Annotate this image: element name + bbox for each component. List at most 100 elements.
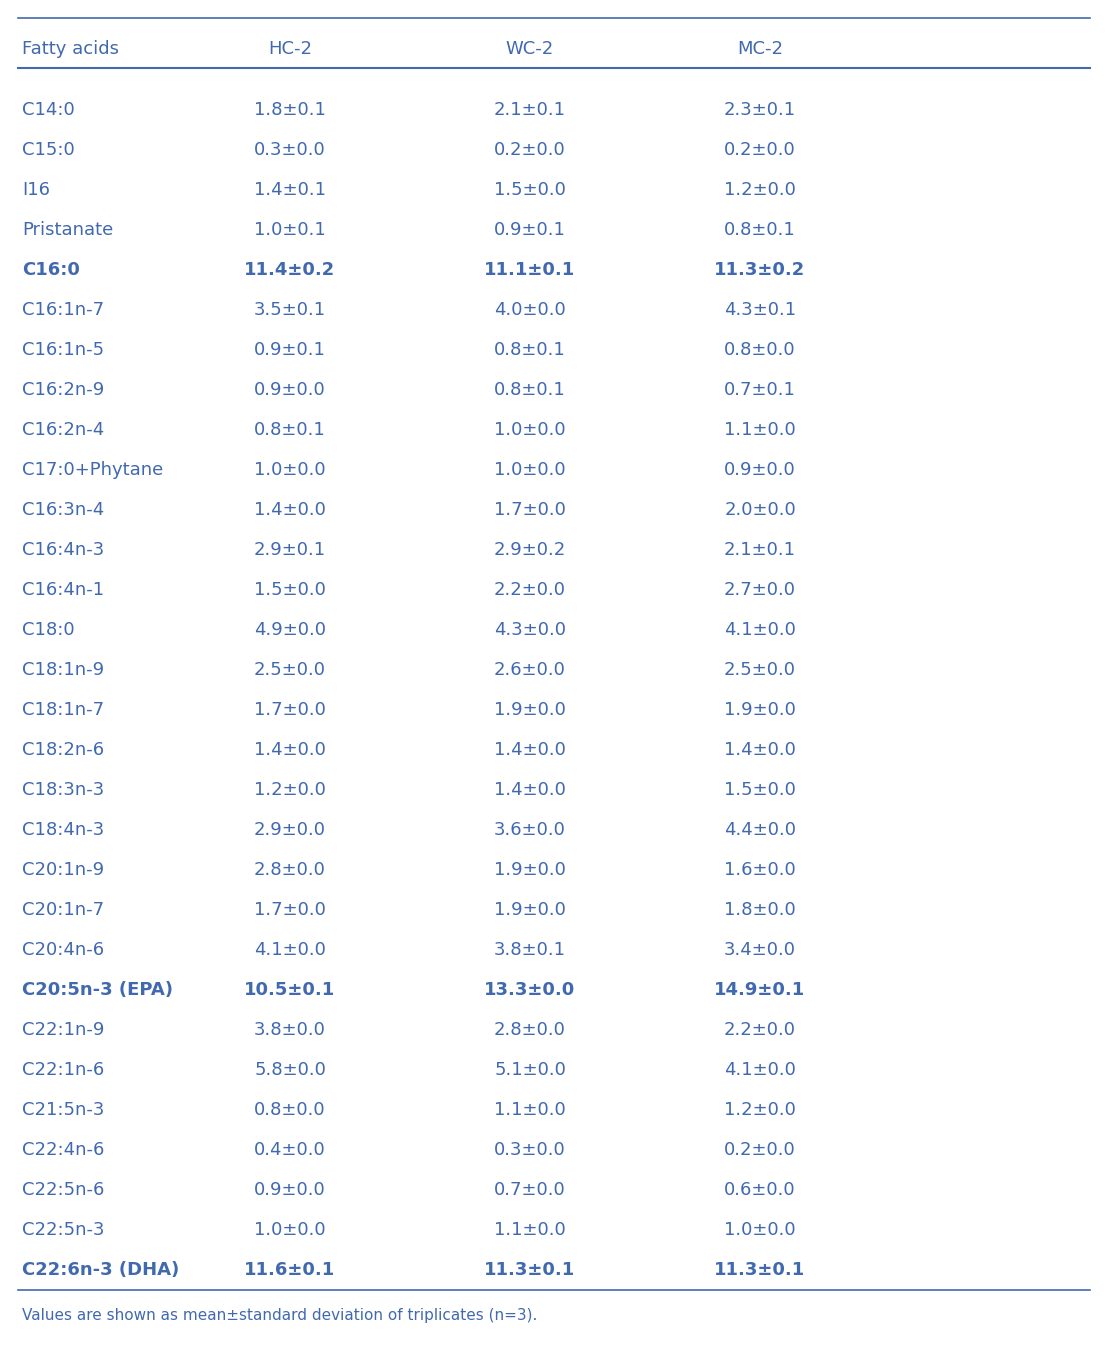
Text: C18:1n-7: C18:1n-7 [22,700,104,719]
Text: 10.5±0.1: 10.5±0.1 [245,982,336,999]
Text: 1.1±0.0: 1.1±0.0 [494,1101,566,1119]
Text: 1.9±0.0: 1.9±0.0 [494,861,566,879]
Text: 2.8±0.0: 2.8±0.0 [494,1021,566,1038]
Text: C20:1n-7: C20:1n-7 [22,900,104,919]
Text: 1.8±0.1: 1.8±0.1 [254,101,326,119]
Text: 1.1±0.0: 1.1±0.0 [725,420,796,439]
Text: 4.4±0.0: 4.4±0.0 [724,821,796,840]
Text: 2.3±0.1: 2.3±0.1 [724,101,796,119]
Text: 4.9±0.0: 4.9±0.0 [254,621,326,639]
Text: 3.8±0.1: 3.8±0.1 [494,941,566,959]
Text: 2.2±0.0: 2.2±0.0 [494,581,566,599]
Text: 2.2±0.0: 2.2±0.0 [724,1021,796,1038]
Text: 1.0±0.0: 1.0±0.0 [494,420,566,439]
Text: 2.9±0.0: 2.9±0.0 [254,821,326,840]
Text: WC-2: WC-2 [506,41,554,58]
Text: 3.4±0.0: 3.4±0.0 [724,941,796,959]
Text: C22:5n-6: C22:5n-6 [22,1182,104,1199]
Text: 1.5±0.0: 1.5±0.0 [724,781,796,799]
Text: C20:5n-3 (EPA): C20:5n-3 (EPA) [22,982,173,999]
Text: C22:1n-9: C22:1n-9 [22,1021,104,1038]
Text: C16:2n-4: C16:2n-4 [22,420,104,439]
Text: 0.9±0.0: 0.9±0.0 [254,381,326,399]
Text: 2.7±0.0: 2.7±0.0 [724,581,796,599]
Text: 1.7±0.0: 1.7±0.0 [494,502,566,519]
Text: 2.1±0.1: 2.1±0.1 [724,541,796,558]
Text: C22:4n-6: C22:4n-6 [22,1141,104,1159]
Text: C18:2n-6: C18:2n-6 [22,741,104,758]
Text: 0.9±0.1: 0.9±0.1 [254,341,326,360]
Text: 4.0±0.0: 4.0±0.0 [494,301,566,319]
Text: C16:4n-1: C16:4n-1 [22,581,104,599]
Text: 11.6±0.1: 11.6±0.1 [245,1261,336,1279]
Text: 1.2±0.0: 1.2±0.0 [724,181,796,199]
Text: C20:4n-6: C20:4n-6 [22,941,104,959]
Text: 1.4±0.0: 1.4±0.0 [254,502,326,519]
Text: 1.0±0.0: 1.0±0.0 [254,1221,326,1238]
Text: 1.5±0.0: 1.5±0.0 [494,181,566,199]
Text: 0.3±0.0: 0.3±0.0 [254,141,326,160]
Text: 1.8±0.0: 1.8±0.0 [725,900,796,919]
Text: 2.9±0.1: 2.9±0.1 [254,541,326,558]
Text: 1.9±0.0: 1.9±0.0 [724,700,796,719]
Text: 2.8±0.0: 2.8±0.0 [254,861,326,879]
Text: 2.5±0.0: 2.5±0.0 [254,661,326,679]
Text: 2.0±0.0: 2.0±0.0 [725,502,796,519]
Text: 0.4±0.0: 0.4±0.0 [254,1141,326,1159]
Text: C16:2n-9: C16:2n-9 [22,381,104,399]
Text: 4.1±0.0: 4.1±0.0 [724,621,796,639]
Text: 1.4±0.1: 1.4±0.1 [254,181,326,199]
Text: HC-2: HC-2 [268,41,312,58]
Text: 1.9±0.0: 1.9±0.0 [494,900,566,919]
Text: Pristanate: Pristanate [22,220,113,239]
Text: 1.0±0.0: 1.0±0.0 [725,1221,796,1238]
Text: C16:1n-5: C16:1n-5 [22,341,104,360]
Text: 13.3±0.0: 13.3±0.0 [484,982,576,999]
Text: 4.1±0.0: 4.1±0.0 [724,1061,796,1079]
Text: 4.1±0.0: 4.1±0.0 [254,941,326,959]
Text: 0.3±0.0: 0.3±0.0 [494,1141,566,1159]
Text: C18:0: C18:0 [22,621,74,639]
Text: 3.6±0.0: 3.6±0.0 [494,821,566,840]
Text: C16:1n-7: C16:1n-7 [22,301,104,319]
Text: 1.0±0.0: 1.0±0.0 [494,461,566,479]
Text: 1.5±0.0: 1.5±0.0 [254,581,326,599]
Text: 2.1±0.1: 2.1±0.1 [494,101,566,119]
Text: MC-2: MC-2 [737,41,783,58]
Text: 0.2±0.0: 0.2±0.0 [494,141,566,160]
Text: 0.7±0.1: 0.7±0.1 [724,381,796,399]
Text: 11.4±0.2: 11.4±0.2 [245,261,336,279]
Text: 1.4±0.0: 1.4±0.0 [254,741,326,758]
Text: 1.4±0.0: 1.4±0.0 [494,781,566,799]
Text: 11.1±0.1: 11.1±0.1 [484,261,576,279]
Text: 0.8±0.0: 0.8±0.0 [725,341,796,360]
Text: Values are shown as mean±standard deviation of triplicates (n=3).: Values are shown as mean±standard deviat… [22,1307,537,1324]
Text: 0.8±0.1: 0.8±0.1 [494,341,566,360]
Text: 1.1±0.0: 1.1±0.0 [494,1221,566,1238]
Text: C16:4n-3: C16:4n-3 [22,541,104,558]
Text: 0.8±0.0: 0.8±0.0 [254,1101,326,1119]
Text: C17:0+Phytane: C17:0+Phytane [22,461,163,479]
Text: 5.8±0.0: 5.8±0.0 [254,1061,326,1079]
Text: Fatty acids: Fatty acids [22,41,119,58]
Text: 0.9±0.1: 0.9±0.1 [494,220,566,239]
Text: 1.6±0.0: 1.6±0.0 [725,861,796,879]
Text: 0.2±0.0: 0.2±0.0 [725,1141,796,1159]
Text: 0.8±0.1: 0.8±0.1 [494,381,566,399]
Text: 1.4±0.0: 1.4±0.0 [724,741,796,758]
Text: C22:6n-3 (DHA): C22:6n-3 (DHA) [22,1261,179,1279]
Text: 1.0±0.1: 1.0±0.1 [254,220,326,239]
Text: 2.5±0.0: 2.5±0.0 [724,661,796,679]
Text: 11.3±0.2: 11.3±0.2 [715,261,806,279]
Text: 0.2±0.0: 0.2±0.0 [725,141,796,160]
Text: 3.8±0.0: 3.8±0.0 [254,1021,326,1038]
Text: C20:1n-9: C20:1n-9 [22,861,104,879]
Text: 1.0±0.0: 1.0±0.0 [254,461,326,479]
Text: 0.7±0.0: 0.7±0.0 [494,1182,566,1199]
Text: 0.6±0.0: 0.6±0.0 [725,1182,796,1199]
Text: 2.9±0.2: 2.9±0.2 [494,541,566,558]
Text: I16: I16 [22,181,50,199]
Text: 14.9±0.1: 14.9±0.1 [715,982,806,999]
Text: 5.1±0.0: 5.1±0.0 [494,1061,566,1079]
Text: 1.4±0.0: 1.4±0.0 [494,741,566,758]
